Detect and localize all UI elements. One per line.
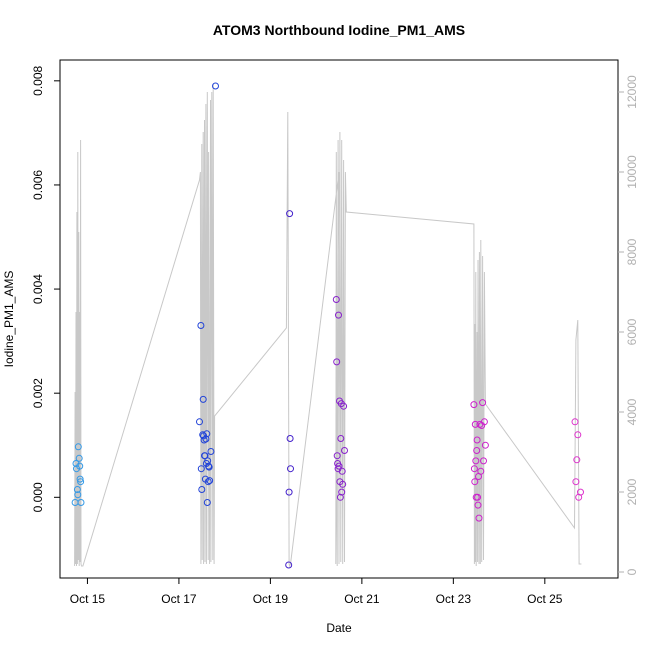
data-point — [199, 395, 207, 403]
points-series — [71, 82, 584, 569]
y-tick-label: 0.000 — [31, 482, 45, 512]
data-point — [206, 477, 214, 485]
data-point — [287, 465, 294, 473]
data-point — [286, 210, 294, 218]
data-point — [76, 462, 84, 470]
y2-tick-label: 2000 — [625, 478, 639, 505]
data-point — [77, 499, 85, 506]
data-point — [204, 478, 212, 486]
y-axis-label: Iodine_PM1_AMS — [2, 271, 16, 368]
data-point — [207, 448, 215, 455]
y-tick-label: 0.008 — [31, 65, 45, 95]
data-point — [473, 447, 481, 454]
y2-tick-label: 10000 — [625, 155, 639, 189]
data-point — [471, 420, 479, 428]
y-tick-label: 0.006 — [31, 170, 45, 200]
data-point — [577, 488, 584, 496]
y2-tick-label: 4000 — [625, 398, 639, 425]
x-axis-label: Date — [326, 621, 352, 635]
data-point — [473, 436, 481, 444]
data-point — [203, 499, 211, 506]
y2-tick-label: 12000 — [625, 75, 639, 109]
data-point — [471, 478, 479, 486]
data-point — [475, 514, 483, 522]
data-point — [340, 402, 348, 410]
data-point — [335, 462, 343, 470]
y2-tick-label: 6000 — [625, 318, 639, 345]
data-point — [203, 430, 211, 438]
data-point — [338, 488, 346, 496]
x-tick-label: Oct 21 — [344, 592, 380, 606]
data-point — [572, 478, 580, 486]
data-point — [574, 431, 582, 439]
data-point — [470, 465, 478, 473]
x-tick-label: Oct 15 — [70, 592, 106, 606]
data-point — [196, 418, 203, 426]
data-point — [571, 418, 579, 426]
y-tick-label: 0.004 — [31, 274, 45, 304]
data-point — [205, 463, 213, 471]
data-point — [74, 443, 82, 451]
chart-title: ATOM3 Northbound Iodine_PM1_AMS — [213, 22, 465, 38]
data-point — [333, 358, 341, 366]
data-point — [470, 401, 478, 409]
y2-tick-label: 8000 — [625, 238, 639, 265]
x-tick-label: Oct 19 — [253, 592, 289, 606]
data-point — [481, 441, 489, 449]
x-tick-label: Oct 17 — [161, 592, 197, 606]
data-point — [76, 475, 84, 483]
y2-tick-label: 0 — [625, 568, 639, 575]
data-point — [480, 457, 487, 465]
data-point — [73, 486, 81, 493]
data-point — [77, 478, 85, 486]
data-point — [197, 465, 205, 473]
data-point — [337, 435, 345, 442]
data-point — [332, 296, 340, 303]
x-tick-label: Oct 23 — [436, 592, 472, 606]
data-point — [212, 82, 219, 90]
data-point — [339, 480, 347, 488]
x-axis: Oct 15 Oct 17 Oct 19 Oct 21 Oct 23 Oct 25 — [70, 578, 563, 606]
data-point — [479, 399, 487, 407]
data-point — [474, 493, 482, 501]
data-point — [202, 435, 210, 443]
data-point — [573, 456, 581, 464]
data-point — [198, 486, 206, 493]
data-point — [335, 311, 342, 319]
altitude-line — [74, 83, 582, 568]
data-point — [285, 488, 293, 496]
data-point — [474, 501, 482, 509]
data-point — [285, 561, 293, 569]
data-point — [341, 447, 348, 454]
x-tick-label: Oct 25 — [527, 592, 563, 606]
data-point — [333, 452, 341, 460]
y-axis-right: 0 2000 4000 6000 8000 10000 12000 — [618, 75, 639, 575]
data-point — [338, 467, 346, 475]
data-point — [472, 457, 480, 465]
plot-frame — [59, 59, 619, 579]
data-point — [480, 418, 488, 426]
data-point — [336, 493, 344, 501]
data-point — [75, 454, 83, 462]
y-tick-label: 0.002 — [31, 378, 45, 408]
data-point — [477, 467, 485, 475]
data-point — [74, 491, 82, 499]
altitude-series — [74, 83, 582, 568]
y-axis-left: 0.000 0.002 0.004 0.006 0.008 — [31, 65, 60, 512]
data-point — [286, 435, 294, 442]
data-point — [197, 322, 205, 329]
